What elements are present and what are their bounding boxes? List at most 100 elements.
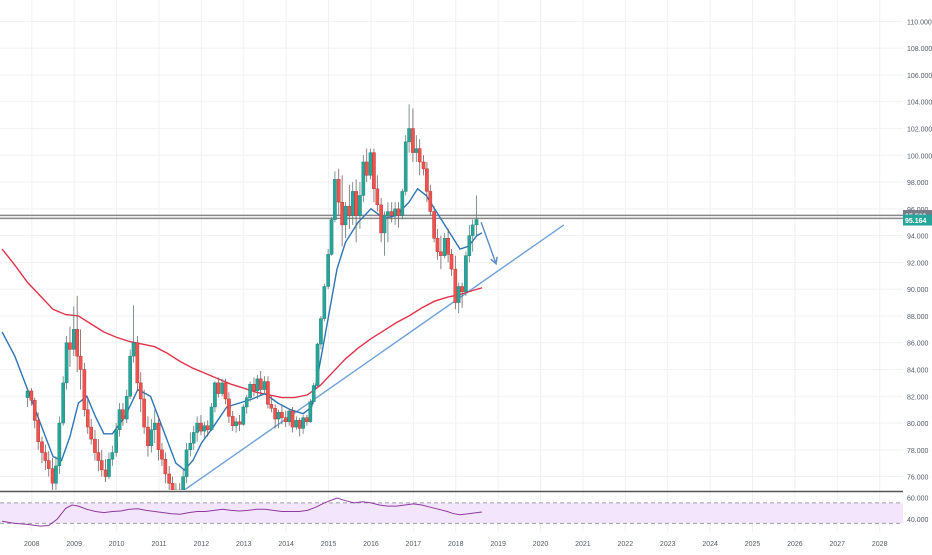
rsi-axis-label: 60.000 [907, 495, 929, 502]
time-axis-label: 2024 [702, 541, 718, 548]
candle [439, 251, 443, 256]
candle [372, 152, 376, 189]
candle [244, 397, 249, 408]
price-axis-label: 94.000 [907, 234, 929, 241]
time-axis-label: 2013 [236, 541, 252, 548]
candle [354, 191, 358, 216]
candle [414, 148, 419, 153]
candle [64, 342, 69, 384]
candle [75, 329, 79, 357]
candle [156, 422, 161, 451]
candle [57, 422, 62, 467]
candle [146, 426, 150, 447]
time-axis-label: 2016 [363, 541, 379, 548]
candle [287, 410, 291, 422]
candle [167, 473, 171, 484]
candle [467, 235, 472, 256]
candle [322, 286, 327, 319]
time-axis-label: 2009 [66, 541, 82, 548]
candle [43, 452, 48, 461]
price-tag-label: 95.164 [905, 218, 927, 225]
candle [329, 219, 334, 255]
candle [464, 255, 468, 293]
candle [184, 449, 189, 477]
candle [311, 385, 316, 402]
candle [435, 238, 440, 252]
candle [149, 429, 154, 447]
time-axis-label: 2026 [787, 541, 803, 548]
candle [379, 204, 383, 234]
candle [61, 382, 65, 424]
candle [258, 378, 263, 390]
candle [117, 409, 122, 430]
price-axis-label: 90.000 [907, 287, 929, 294]
candle [460, 286, 464, 293]
candle [234, 421, 238, 426]
price-axis-label: 88.000 [907, 314, 929, 321]
rsi-pane [0, 497, 903, 527]
time-axis-label: 2023 [660, 541, 676, 548]
candle [209, 406, 214, 430]
price-axis-label: 104.000 [907, 100, 932, 107]
time-axis-label: 2010 [109, 541, 125, 548]
candle [160, 449, 164, 460]
candle [449, 254, 454, 270]
candle [170, 483, 175, 490]
projection-arrow-head [490, 256, 498, 266]
axes: 110.000 108.000 106.000 104.000 102.000 100.0… [0, 19, 932, 548]
candle [107, 459, 111, 477]
candle [400, 191, 405, 216]
price-axis-label: 84.000 [907, 368, 929, 375]
candle [364, 161, 369, 176]
time-axis-label: 2022 [618, 541, 634, 548]
candle [103, 469, 108, 477]
candle [305, 417, 309, 422]
candle [68, 342, 72, 350]
candle [326, 254, 330, 287]
candle [199, 422, 203, 432]
candle [25, 390, 30, 398]
candle [114, 429, 118, 453]
candle [315, 343, 320, 386]
candle [262, 381, 267, 390]
candle [407, 128, 411, 143]
candle [71, 329, 76, 350]
time-axis-label: 2014 [278, 541, 294, 548]
candle [343, 205, 348, 226]
candle [40, 441, 44, 453]
time-axis-label: 2017 [406, 541, 422, 548]
time-axis-label: 2028 [872, 541, 888, 548]
candle [54, 465, 58, 484]
projection-arrow [480, 221, 497, 264]
candle [230, 416, 235, 426]
candle [121, 409, 125, 420]
candle [411, 128, 415, 153]
candle [128, 355, 132, 397]
candle [85, 409, 90, 428]
price-axis-label: 98.000 [907, 180, 929, 187]
candle [138, 382, 143, 400]
candle [252, 384, 256, 392]
candle [273, 408, 277, 420]
candle [216, 382, 221, 394]
candle [135, 342, 140, 384]
time-axis-label: 2019 [490, 541, 506, 548]
candle [220, 382, 224, 394]
price-axis-label: 78.000 [907, 448, 929, 455]
price-tag-background [903, 214, 932, 226]
candle [223, 382, 228, 400]
candle [29, 390, 34, 401]
price-axis-label: 110.000 [907, 19, 932, 26]
candle [142, 398, 146, 428]
candle [110, 452, 115, 460]
candle [266, 381, 270, 405]
price-axis-label: 92.000 [907, 260, 929, 267]
candle [255, 378, 260, 392]
candle [350, 191, 355, 216]
candle [474, 219, 479, 226]
time-axis-label: 2018 [448, 541, 464, 548]
candle [386, 211, 390, 216]
time-axis-label: 2027 [829, 541, 845, 548]
